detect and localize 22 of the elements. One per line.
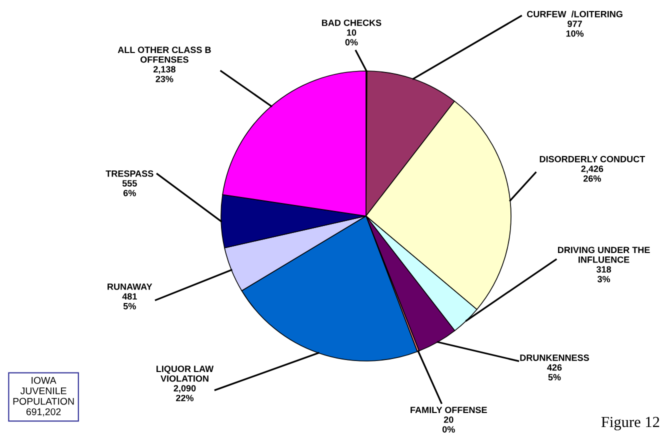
text: IOWA JUVENILE POPULATION 691,202 (13, 376, 74, 416)
data-label: 977 10% (566, 20, 584, 37)
data-label: 2,138 23% (153, 66, 176, 82)
slice-label: DISORDERLY CONDUCT (540, 156, 646, 162)
slice-label: ALL OTHER CLASS B OFFENSES (118, 46, 211, 63)
slice-label: DRUNKENNESS (520, 354, 590, 361)
data-label: 10 0% (345, 29, 358, 46)
slice-label: FAMILY OFFENSE (410, 406, 487, 414)
caption: Figure 12 (601, 416, 660, 430)
data-label: 481 5% (122, 293, 137, 310)
slice-label: RUNAWAY (108, 284, 152, 290)
slice-label: DRIVING UNDER THE INFLUENCE (558, 246, 650, 263)
data-label: 2,090 22% (174, 385, 196, 402)
slice-label: BAD CHECKS (322, 20, 382, 26)
data-label: 426 5% (547, 364, 562, 380)
data-label: 555 6% (122, 180, 137, 196)
data-label: 2,426 26% (581, 166, 604, 182)
slice-label: CURFEW /LOITERING (527, 10, 622, 18)
slice-label: LIQUOR LAW VIOLATION (156, 366, 214, 382)
slice-label: TRESPASS (106, 170, 154, 177)
data-label: 20 0% (442, 416, 455, 433)
data-label: 318 3% (596, 266, 612, 282)
